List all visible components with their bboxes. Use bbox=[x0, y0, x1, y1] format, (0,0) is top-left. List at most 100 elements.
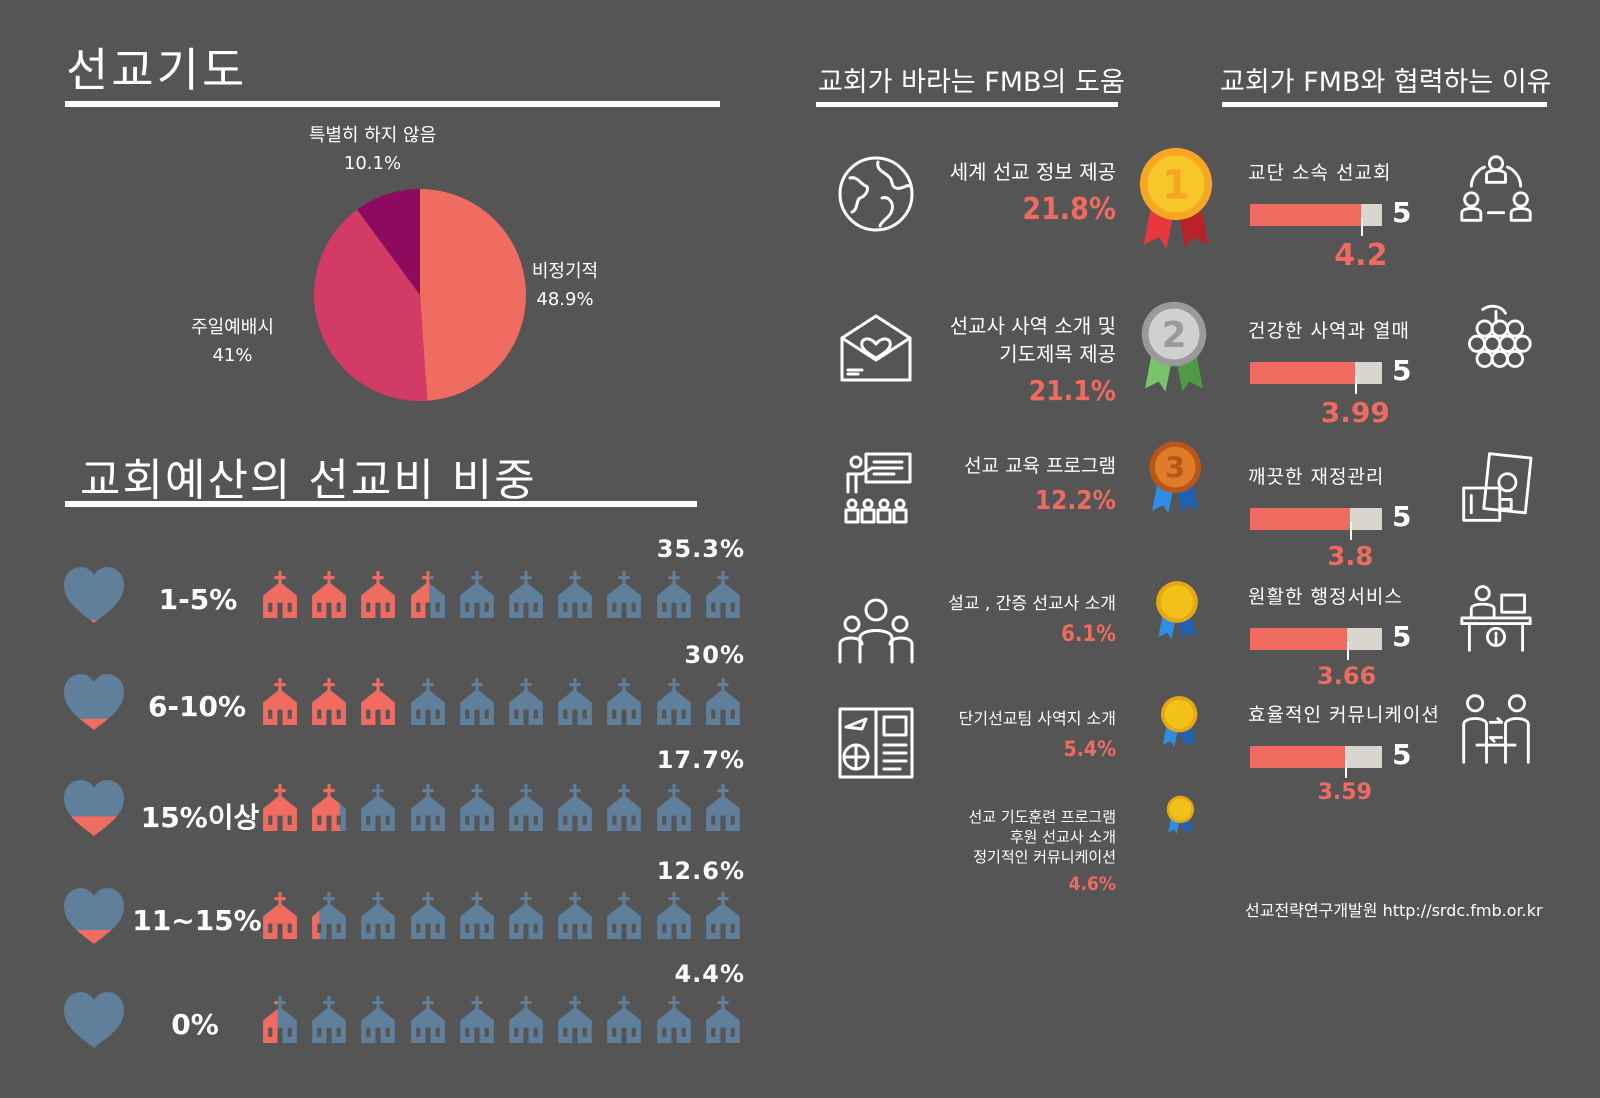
pie-slice-none bbox=[357, 189, 420, 295]
help-item-label: 설교 , 간증 선교사 소개 bbox=[948, 592, 1116, 616]
help-item-label-line: 세계 선교 정보 제공 bbox=[949, 160, 1116, 184]
church-icon bbox=[506, 784, 546, 832]
reason-bar-track bbox=[1250, 746, 1382, 768]
pie-label-sunday: 주일예배시 41% bbox=[175, 314, 290, 370]
medal-icon: 2 bbox=[1140, 300, 1208, 398]
budget-row-value: 35.3% bbox=[656, 535, 745, 563]
budget-title: 교회예산의 선교비 비중 bbox=[80, 455, 537, 506]
church-icon bbox=[506, 892, 546, 940]
help-item-label-line: 정기적인 커뮤니케이션 bbox=[973, 848, 1116, 866]
church-icon bbox=[555, 571, 595, 619]
budget-row-label: 0% bbox=[171, 1008, 219, 1041]
reason-score: 3.8 bbox=[1327, 542, 1374, 572]
reason-bar-marker bbox=[1344, 760, 1347, 778]
help-item-percent: 6.1% bbox=[1061, 622, 1116, 647]
pie-label-none-value: 10.1% bbox=[343, 153, 402, 174]
church-icon bbox=[703, 784, 743, 832]
help-item-label: 세계 선교 정보 제공 bbox=[950, 158, 1116, 186]
church-icon bbox=[408, 571, 448, 619]
church-icon bbox=[260, 571, 300, 619]
reason-score: 3.66 bbox=[1317, 662, 1377, 690]
budget-row-label: 6-10% bbox=[147, 690, 247, 723]
help-item-label-line: 기도제목 제공 bbox=[999, 342, 1116, 366]
church-icon bbox=[604, 678, 644, 726]
svg-text:1: 1 bbox=[1162, 162, 1190, 208]
church-icon bbox=[260, 784, 300, 832]
reason-bar-fill bbox=[1250, 362, 1356, 384]
heart-icon bbox=[62, 778, 126, 838]
church-icon bbox=[654, 571, 694, 619]
church-icon bbox=[260, 678, 300, 726]
svg-text:3: 3 bbox=[1165, 450, 1185, 484]
reason-max-label: 5 bbox=[1392, 196, 1412, 229]
reason-max-label: 5 bbox=[1392, 738, 1412, 771]
budget-row-value: 12.6% bbox=[656, 857, 745, 885]
church-icon bbox=[457, 996, 497, 1044]
help-item-percent: 21.1% bbox=[1028, 374, 1116, 407]
pie-label-none-name: 특별히 하지 않음 bbox=[308, 125, 437, 146]
budget-row-label: 15%이상 bbox=[140, 801, 260, 834]
conversation-icon bbox=[1458, 690, 1534, 766]
help-item-label: 선교 기도훈련 프로그램 후원 선교사 소개 정기적인 커뮤니케이션 bbox=[968, 807, 1116, 867]
budget-title-rule bbox=[65, 501, 697, 507]
reason-bar-track bbox=[1250, 204, 1382, 226]
pie-slice-sunday bbox=[313, 209, 428, 401]
church-icon bbox=[654, 892, 694, 940]
church-icon bbox=[358, 892, 398, 940]
help-item-label: 단기선교팀 사역지 소개 bbox=[959, 707, 1116, 731]
medal-icon bbox=[1155, 580, 1199, 645]
reason-score: 3.59 bbox=[1317, 780, 1372, 805]
budget-row-label: 11~15% bbox=[132, 904, 262, 937]
church-icon bbox=[604, 571, 644, 619]
church-icon bbox=[506, 678, 546, 726]
help-title: 교회가 바라는 FMB의 도움 bbox=[818, 67, 1125, 98]
reason-score: 3.99 bbox=[1320, 396, 1390, 429]
budget-row-value: 17.7% bbox=[656, 746, 745, 774]
church-icon bbox=[703, 996, 743, 1044]
prayer-pie-chart bbox=[313, 189, 527, 401]
source-credit: 선교전략연구개발원 http://srdc.fmb.or.kr bbox=[1245, 901, 1543, 920]
church-icon bbox=[457, 784, 497, 832]
reason-label: 효율적인 커뮤니케이션 bbox=[1248, 704, 1440, 726]
reason-bar-marker bbox=[1355, 376, 1358, 394]
presentation-icon bbox=[836, 448, 916, 528]
church-icon bbox=[604, 996, 644, 1044]
globe-icon bbox=[836, 154, 916, 234]
church-icon bbox=[260, 892, 300, 940]
help-item-label-line: 단기선교팀 사역지 소개 bbox=[958, 709, 1116, 728]
help-item-label-line: 선교 교육 프로그램 bbox=[964, 455, 1116, 477]
help-item-percent: 12.2% bbox=[1034, 486, 1116, 516]
travel-brochure-icon bbox=[836, 703, 916, 783]
reason-max-label: 5 bbox=[1392, 500, 1412, 533]
reasons-title-rule bbox=[1222, 102, 1547, 107]
help-item-percent: 21.8% bbox=[1022, 192, 1116, 227]
budget-row-label: 1-5% bbox=[158, 583, 238, 616]
church-icon bbox=[703, 678, 743, 726]
prayer-title: 선교기도 bbox=[66, 43, 248, 97]
reason-label: 교단 소속 선교회 bbox=[1248, 162, 1392, 184]
church-icon bbox=[457, 678, 497, 726]
medal-icon: 3 bbox=[1148, 440, 1202, 519]
help-item-percent: 4.6% bbox=[1068, 873, 1116, 895]
reasons-title: 교회가 FMB와 협력하는 이유 bbox=[1220, 67, 1552, 98]
church-icon bbox=[408, 784, 448, 832]
reason-bar-fill bbox=[1250, 508, 1351, 530]
church-icon bbox=[506, 996, 546, 1044]
svg-text:2: 2 bbox=[1162, 315, 1187, 356]
reason-bar-track bbox=[1250, 362, 1382, 384]
reason-bar-track bbox=[1250, 508, 1382, 530]
help-title-rule bbox=[816, 102, 1118, 107]
church-icon bbox=[654, 784, 694, 832]
church-icon bbox=[358, 784, 398, 832]
church-icon bbox=[309, 678, 349, 726]
reason-score: 4.2 bbox=[1334, 238, 1388, 273]
church-icon bbox=[555, 678, 595, 726]
church-icon bbox=[358, 996, 398, 1044]
reason-bar-track bbox=[1250, 628, 1382, 650]
reason-bar-fill bbox=[1250, 628, 1347, 650]
budget-row-value: 4.4% bbox=[674, 960, 745, 988]
church-icon bbox=[358, 678, 398, 726]
pie-label-none: 특별히 하지 않음 10.1% bbox=[290, 122, 455, 178]
reason-bar-fill bbox=[1250, 204, 1361, 226]
church-icon bbox=[309, 784, 349, 832]
